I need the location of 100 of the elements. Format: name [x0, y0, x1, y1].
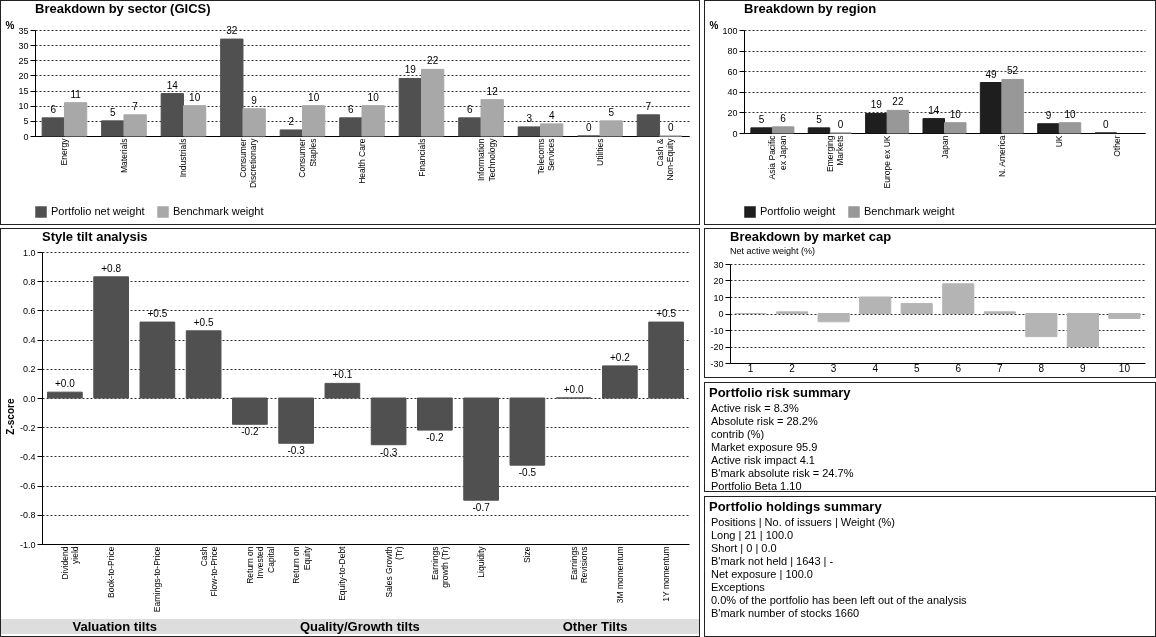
x-tick-label: Other	[1111, 135, 1122, 157]
data-label: 6	[780, 112, 787, 124]
x-tick-label: Telecoms Services	[535, 138, 557, 175]
data-label: 10	[308, 91, 320, 103]
bar	[648, 321, 684, 399]
y-tick-label: -20	[710, 342, 724, 352]
data-label: 32	[226, 25, 238, 37]
data-label: -0.2	[426, 432, 444, 444]
y-tick-label: 20	[727, 107, 738, 118]
data-label: -0.5	[518, 467, 537, 479]
x-tick-label: Equity-to-Debt	[337, 545, 348, 601]
data-label: +0.8	[101, 262, 122, 274]
x-tick-label: Return on Equity	[291, 545, 312, 584]
x-tick-label: 7	[997, 362, 1004, 374]
bar	[1066, 313, 1099, 347]
legend-label: Portfolio weight	[760, 205, 836, 217]
y-tick-label: 0	[718, 309, 724, 319]
x-tick-label: 10	[1118, 362, 1131, 374]
bar	[324, 382, 361, 399]
bar	[339, 117, 363, 137]
data-label: 6	[467, 103, 474, 115]
data-label: +0.5	[147, 308, 168, 320]
bar	[602, 365, 638, 399]
data-label: +0.0	[563, 384, 584, 395]
x-tick-label: Earnings growth (Tr)	[429, 546, 451, 588]
data-label: 9	[1045, 109, 1052, 121]
text: Portfolio risk summary	[709, 385, 852, 400]
chart-title: Breakdown by sector (GICS)	[35, 1, 211, 16]
x-tick-label: Utilities	[595, 138, 606, 166]
y-tick-label: 15	[18, 86, 29, 97]
text: Absolute risk = 28.2%	[711, 415, 819, 427]
y-tick-label: -1.0	[19, 539, 36, 550]
x-tick-label: Materials	[118, 138, 129, 173]
chart-title: Breakdown by market cap	[730, 229, 892, 244]
x-tick-label: Dividend yield	[59, 546, 81, 580]
data-label: 4	[548, 109, 555, 121]
y-axis-title: Z-score	[4, 398, 16, 435]
text: Net exposure | 100.0	[711, 568, 814, 580]
bar	[922, 118, 945, 134]
bar	[41, 117, 65, 137]
x-tick-label: Size	[522, 546, 533, 564]
bar	[220, 38, 244, 137]
y-tick-label: 0.2	[22, 364, 36, 375]
data-label: +0.5	[193, 316, 214, 328]
x-tick-label: Consumer Discretionary	[237, 137, 259, 189]
legend-label: Portfolio net weight	[51, 205, 145, 217]
x-tick-label: Sales Growth (Tr)	[383, 546, 405, 598]
bar	[458, 117, 482, 137]
data-label: 10	[367, 91, 380, 103]
data-label: 14	[928, 104, 940, 116]
x-tick-label: Energy	[59, 137, 70, 166]
y-tick-label: 1.0	[22, 247, 36, 258]
bar	[93, 276, 129, 399]
y-tick-label: 30	[713, 259, 724, 270]
bar	[1108, 313, 1141, 319]
data-label: 2	[288, 115, 295, 127]
text: Active risk = 8.3%	[711, 402, 800, 414]
y-tick-label: -10	[710, 325, 724, 336]
x-tick-label: 3	[830, 362, 837, 374]
legend-label: Benchmark weight	[173, 205, 264, 217]
y-tick-label: 100	[722, 25, 738, 36]
y-tick-label: 35	[18, 25, 29, 36]
text: Short | 0 | 0.0	[711, 542, 778, 554]
data-label: 7	[132, 100, 139, 112]
y-tick-label: 0.8	[22, 276, 36, 287]
y-tick-label: 0	[23, 131, 29, 142]
data-label: +0.0	[55, 378, 76, 390]
y-tick-label: 30	[18, 40, 29, 51]
data-label: 5	[110, 106, 117, 118]
data-label: 0	[1103, 119, 1110, 130]
x-tick-label: Earnings Revisions	[568, 546, 590, 584]
bar	[807, 127, 831, 134]
bar	[509, 397, 546, 466]
bar	[398, 77, 423, 137]
text: B'mark absolute risk = 24.7%	[711, 467, 855, 479]
x-tick-label: Emerging Markets	[824, 135, 846, 172]
x-tick-label: Consumer Staples	[297, 138, 318, 178]
x-tick-label: Health Care	[357, 138, 367, 184]
data-label: 11	[70, 88, 82, 100]
data-label: 3	[526, 112, 533, 124]
bar	[182, 105, 207, 137]
bar	[370, 397, 407, 446]
y-tick-label: 80	[727, 46, 738, 57]
text: B'mark number of stocks 1660	[711, 607, 861, 619]
data-label: +0.5	[656, 308, 677, 320]
text: B'mark not held | 1643 | -	[711, 555, 835, 567]
data-label: -0.3	[380, 446, 398, 458]
x-tick-label: Liquidity	[476, 545, 487, 578]
bar	[1025, 313, 1058, 338]
x-tick-label: Cash & Non-Equity	[654, 137, 676, 181]
bar	[421, 68, 445, 137]
bar	[1037, 123, 1060, 134]
x-tick-label: Book-to-Price	[106, 546, 117, 598]
bar	[979, 82, 1003, 134]
y-axis-title: %	[709, 19, 719, 31]
data-label: 0	[667, 122, 674, 133]
bar	[123, 114, 147, 137]
data-label: +0.2	[609, 351, 631, 363]
data-label: 10	[189, 91, 201, 103]
bar	[517, 126, 542, 137]
